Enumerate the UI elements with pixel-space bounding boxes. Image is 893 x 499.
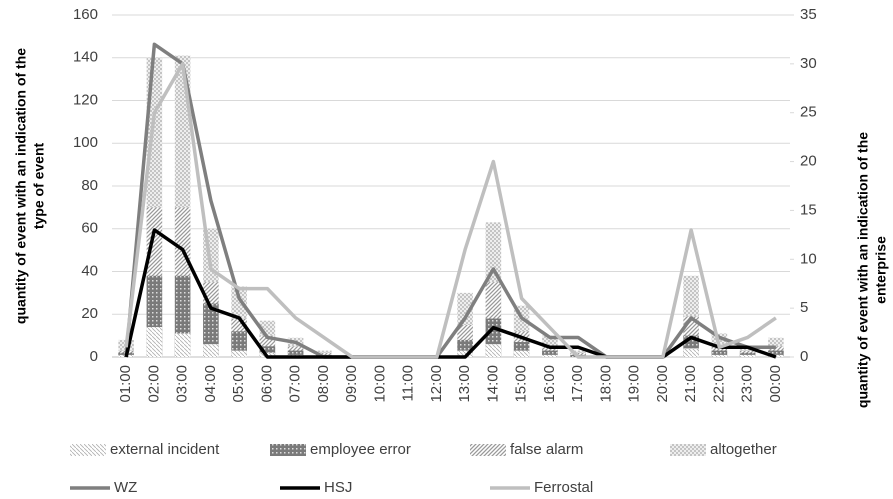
y-axis-label: quantity of event with an indication of … — [13, 48, 29, 324]
y-tick-label: 100 — [73, 134, 98, 151]
x-tick-label: 09:00 — [343, 365, 360, 403]
x-tick-label: 02:00 — [145, 365, 162, 403]
legend-label: WZ — [114, 479, 137, 496]
y2-tick-label: 35 — [800, 6, 817, 23]
x-tick-label: 04:00 — [202, 365, 219, 403]
x-tick-label: 03:00 — [174, 365, 191, 403]
bar — [203, 303, 219, 357]
x-tick-label: 21:00 — [682, 365, 699, 403]
y2-tick-label: 15 — [800, 201, 817, 218]
legend-label: employee error — [310, 441, 411, 458]
line — [124, 42, 776, 359]
x-tick-label: 11:00 — [400, 365, 417, 401]
bar — [711, 350, 728, 357]
legend-swatch — [70, 444, 106, 456]
legend-swatch — [470, 444, 506, 456]
bar — [739, 354, 756, 357]
y2-tick-label: 30 — [800, 55, 817, 72]
bar — [683, 348, 699, 357]
x-tick-label: 20:00 — [654, 365, 671, 403]
bar — [485, 344, 502, 357]
legend-label: Ferrostal — [534, 479, 593, 496]
x-tick-label: 15:00 — [513, 365, 530, 403]
x-tick-label: 06:00 — [258, 365, 275, 403]
legend-swatch — [670, 444, 706, 456]
x-tick-label: 18:00 — [597, 365, 614, 403]
y-axis-label: type of event — [31, 142, 47, 229]
line — [124, 228, 777, 359]
x-tick-label: 17:00 — [569, 365, 586, 403]
x-tick-label: 05:00 — [230, 365, 247, 403]
legend-label: altogether — [710, 441, 777, 458]
y2-tick-label: 25 — [800, 104, 817, 121]
y-tick-label: 120 — [73, 91, 98, 108]
bar — [457, 350, 473, 357]
y-tick-label: 140 — [73, 49, 98, 66]
x-tick-label: 14:00 — [484, 365, 501, 403]
y-tick-label: 60 — [81, 220, 98, 237]
y2-tick-label: 5 — [800, 299, 808, 316]
legend-label: HSJ — [324, 479, 352, 496]
y-tick-label: 20 — [81, 305, 98, 322]
y2-axis-label: quantity of event with an indication of … — [855, 132, 871, 408]
bar — [259, 346, 276, 357]
y2-axis-label: enterprise — [873, 236, 889, 304]
legend-label: external incident — [110, 441, 220, 458]
x-tick-label: 01:00 — [117, 365, 134, 403]
y2-tick-label: 0 — [800, 348, 808, 365]
bar — [542, 354, 558, 357]
bar — [513, 350, 530, 357]
x-tick-label: 00:00 — [767, 365, 784, 403]
legend-label: false alarm — [510, 441, 583, 458]
y-tick-label: 80 — [81, 177, 98, 194]
x-tick-label: 13:00 — [456, 365, 473, 403]
bar — [203, 344, 219, 357]
legend-swatch — [270, 444, 306, 456]
y-tick-label: 40 — [81, 262, 98, 279]
bar — [711, 354, 728, 357]
line — [124, 62, 777, 359]
x-tick-label: 10:00 — [371, 365, 388, 403]
bar — [287, 350, 304, 357]
x-tick-label: 08:00 — [315, 365, 332, 403]
bar — [146, 327, 163, 357]
y2-tick-label: 20 — [800, 153, 817, 170]
bar — [542, 350, 558, 357]
y-tick-label: 160 — [73, 6, 98, 23]
x-tick-label: 22:00 — [710, 365, 727, 403]
x-tick-label: 12:00 — [428, 365, 445, 403]
bar — [174, 333, 191, 357]
bar — [231, 350, 247, 357]
bar — [768, 350, 784, 357]
x-tick-label: 16:00 — [541, 365, 558, 403]
y2-tick-label: 10 — [800, 250, 817, 267]
x-tick-label: 23:00 — [739, 365, 756, 403]
x-tick-label: 19:00 — [626, 365, 643, 403]
y-tick-label: 0 — [90, 348, 98, 365]
x-tick-label: 07:00 — [287, 365, 304, 403]
